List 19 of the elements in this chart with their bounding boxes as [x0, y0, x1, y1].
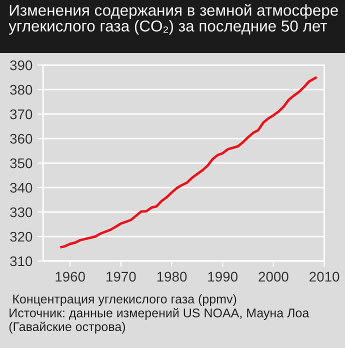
x-axis-title: Концентрация углекислого газа (ppmv) [13, 294, 236, 306]
x-tick-label: 2010 [310, 272, 340, 282]
x-tick-label: 2000 [258, 272, 288, 282]
x-tick-label: 1970 [106, 272, 136, 282]
y-tick-label: 340 [10, 182, 32, 193]
line-series [60, 76, 317, 248]
y-tick-label: 370 [10, 109, 32, 120]
y-tick-label: 350 [10, 158, 32, 168]
y-tick-label: 360 [10, 134, 32, 144]
y-tick-label: 320 [10, 232, 32, 242]
x-tick-label: 1960 [56, 272, 85, 282]
y-tick-label: 390 [10, 60, 32, 70]
y-tick-label: 380 [10, 84, 32, 95]
y-tick-label: 330 [10, 207, 32, 218]
x-tick-label: 1990 [208, 272, 238, 282]
x-tick-label: 1980 [157, 272, 187, 282]
chart-title: Изменения содержания в земной атмосфере углекислого газа (CO₂) за последние 50 лет [8, 4, 338, 35]
text: Источник: данные измерений US NOAA, Мауна Лоа (Гавайские острова) [9, 308, 310, 334]
y-tick-label: 310 [10, 256, 32, 266]
